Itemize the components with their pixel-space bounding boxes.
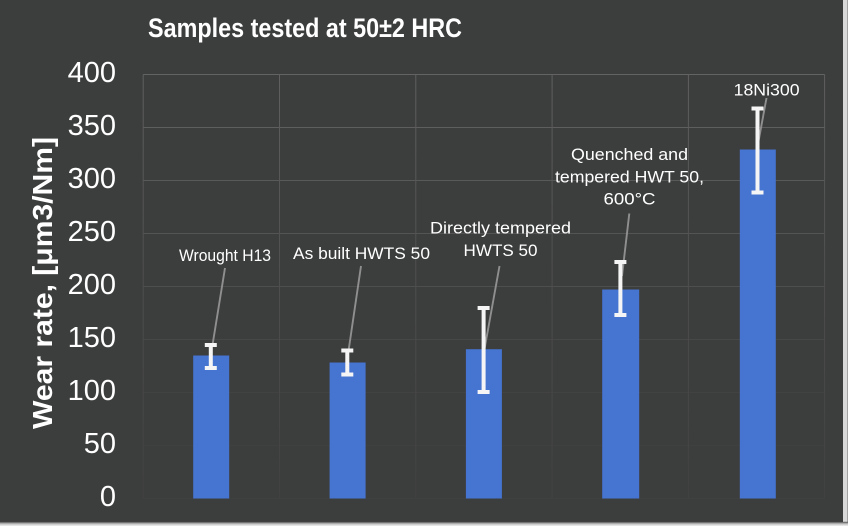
svg-text:250: 250	[68, 216, 116, 248]
svg-text:As built HWTS 50: As built HWTS 50	[293, 245, 430, 263]
svg-text:600°C: 600°C	[604, 191, 656, 209]
svg-text:0: 0	[100, 481, 116, 513]
svg-text:HWTS 50: HWTS 50	[464, 242, 538, 260]
svg-text:50: 50	[84, 428, 116, 460]
svg-text:400: 400	[68, 57, 116, 89]
svg-text:Directly tempered: Directly tempered	[430, 220, 571, 238]
svg-text:100: 100	[68, 375, 116, 407]
svg-text:18Ni300: 18Ni300	[734, 82, 800, 100]
svg-text:tempered HWT 50,: tempered HWT 50,	[555, 168, 704, 186]
svg-text:Wear rate, [μm3/Nm]: Wear rate, [μm3/Nm]	[27, 137, 58, 429]
svg-text:Wrought H13: Wrought H13	[179, 247, 271, 265]
svg-text:Samples tested at 50±2 HRC: Samples tested at 50±2 HRC	[148, 13, 462, 43]
svg-text:150: 150	[68, 322, 116, 354]
svg-text:350: 350	[68, 110, 116, 142]
svg-text:200: 200	[68, 269, 116, 301]
svg-text:300: 300	[68, 163, 116, 195]
svg-text:Quenched and: Quenched and	[571, 146, 688, 164]
